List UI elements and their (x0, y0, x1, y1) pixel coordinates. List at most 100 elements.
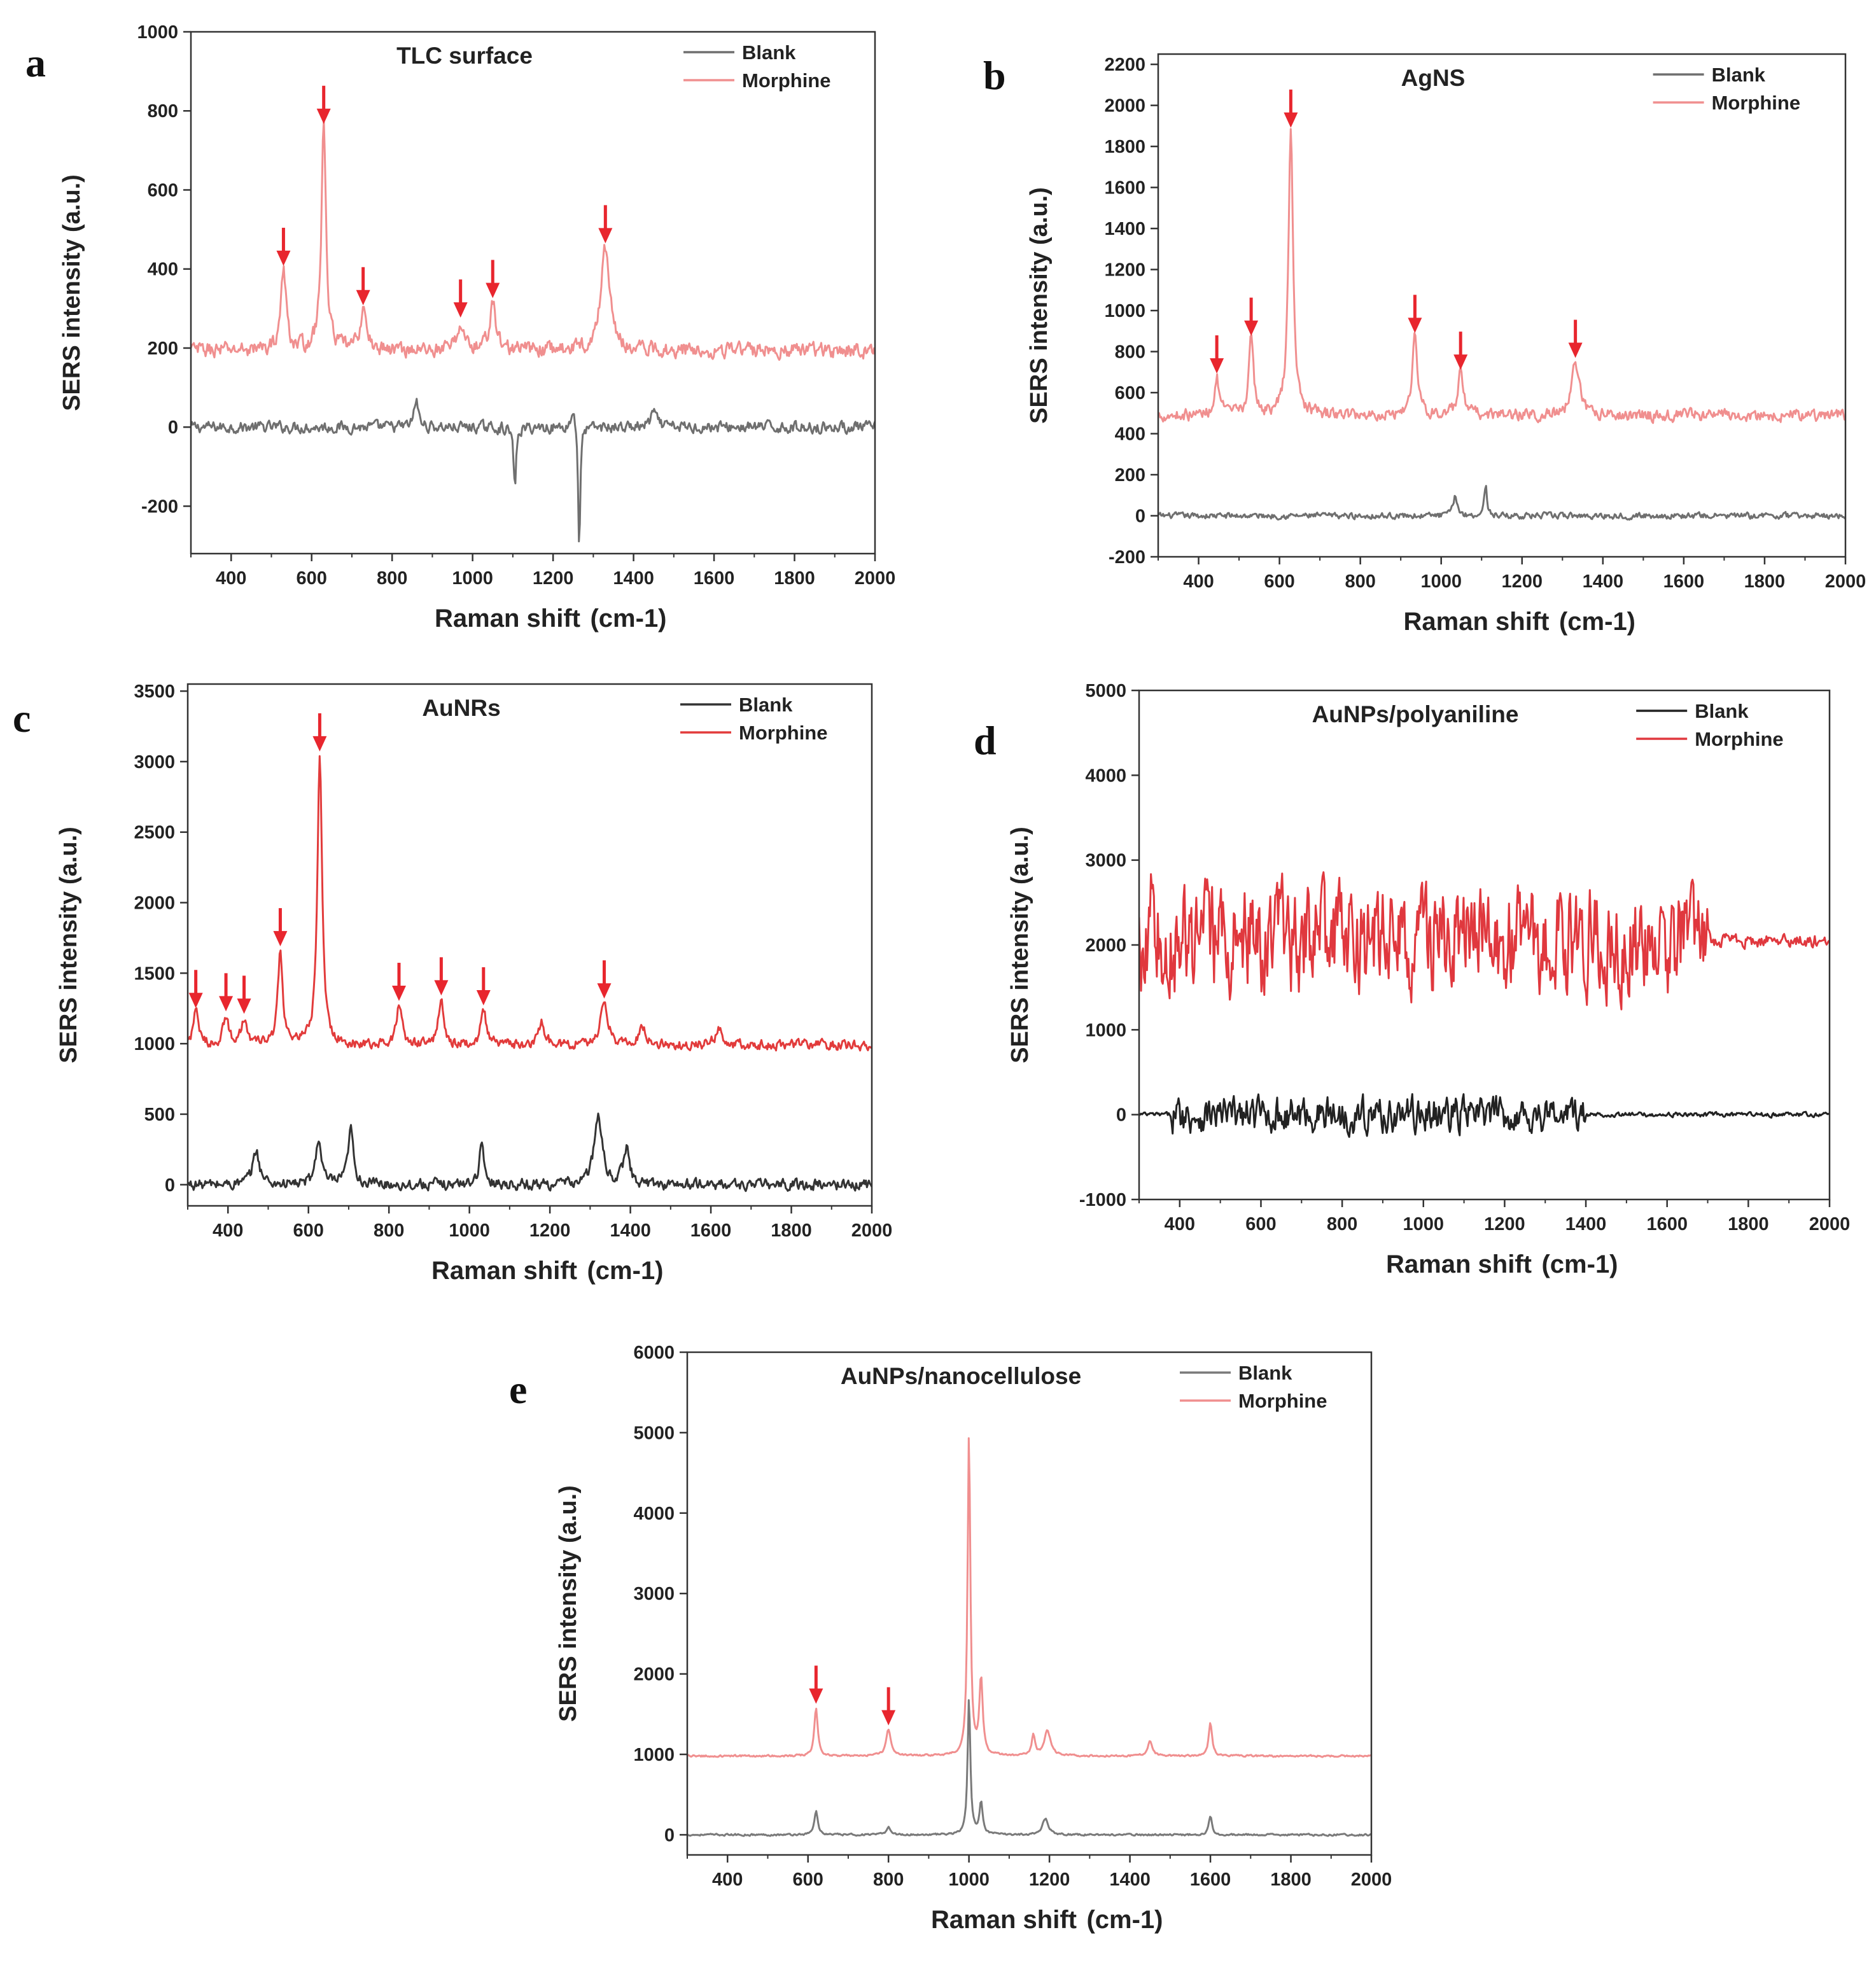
legend-label-blank: Blank (742, 41, 796, 64)
x-tick-label: 800 (1327, 1214, 1357, 1234)
panel-a: a 400 600 800 1000 1200 1400 1600 1800 2000 -200 0 2… (25, 22, 895, 633)
peak-arrow (1284, 89, 1298, 128)
y-axis-label: SERS intensity (a.u.) (555, 1485, 582, 1722)
y-tick-label: 6000 (633, 1343, 675, 1363)
chart-title: TLC surface (396, 43, 533, 69)
peak-arrow-head (1244, 320, 1259, 336)
x-tick-label: 600 (793, 1870, 823, 1890)
legend-label-morphine: Morphine (1238, 1390, 1327, 1412)
legend-label-blank: Blank (1712, 64, 1766, 86)
y-tick-label: 600 (1115, 383, 1145, 403)
series-line-blank (1139, 1093, 1830, 1138)
panel-e: e 400 600 800 1000 1200 1400 1600 1800 2000 0 1000 2… (509, 1343, 1392, 1934)
x-tick-label: 2000 (851, 1220, 893, 1241)
x-tick-label: 1000 (1403, 1214, 1445, 1234)
y-tick-label: 3000 (134, 752, 175, 773)
y-tick-label: 0 (165, 1175, 175, 1196)
peak-arrow-head (312, 736, 327, 752)
x-tick-label: 2000 (1351, 1870, 1392, 1890)
x-tick-label: 800 (374, 1220, 404, 1241)
peak-arrow (434, 957, 449, 996)
peak-arrow-head (316, 108, 331, 124)
y-tick-label: 800 (148, 101, 178, 122)
x-tick-label: 1400 (610, 1220, 651, 1241)
x-tick-label: 1800 (1270, 1870, 1312, 1890)
peak-arrow-head (453, 302, 468, 318)
peak-arrow-head (1284, 112, 1298, 128)
x-axis-label: Raman shift (931, 1906, 1077, 1934)
legend-label-blank: Blank (1695, 700, 1749, 722)
chart-title: AgNS (1401, 65, 1466, 91)
x-tick-label: 1400 (1109, 1870, 1151, 1890)
y-tick-label: 2000 (1085, 935, 1126, 956)
peak-arrow (188, 970, 203, 1009)
y-tick-label: 1400 (1104, 219, 1145, 239)
y-tick-label: 0 (168, 417, 178, 438)
y-tick-label: 3500 (134, 682, 175, 702)
x-tick-label: 1800 (1744, 571, 1786, 592)
panel-b: b 400 600 800 1000 1200 1400 1600 1800 2000 -200 0 2… (983, 53, 1866, 636)
peak-arrow (1568, 319, 1583, 358)
plot-frame (186, 683, 873, 1207)
peak-arrow (453, 279, 468, 318)
x-axis-label: Raman shift (1386, 1250, 1532, 1278)
x-tick-label: 1000 (452, 568, 493, 589)
y-tick-label: 1000 (1104, 301, 1145, 321)
series-line-morphine (1139, 871, 1830, 1010)
y-tick-label: 2000 (1104, 96, 1145, 116)
peak-arrow-head (476, 990, 491, 1006)
peak-arrow-head (1568, 342, 1583, 358)
series-line-morphine (191, 119, 875, 361)
y-tick-label: 1600 (1104, 178, 1145, 199)
legend-label-blank: Blank (739, 694, 793, 716)
peak-arrow (391, 963, 406, 1002)
peak-arrow-head (276, 250, 291, 266)
x-axis-label: Raman shift (1404, 608, 1550, 636)
peak-arrow (1210, 335, 1224, 374)
y-tick-label: 1000 (137, 22, 178, 43)
panel-letter: c (13, 696, 31, 741)
x-tick-label: 1600 (1190, 1870, 1231, 1890)
legend-label-morphine: Morphine (1695, 728, 1784, 750)
legend-label-morphine: Morphine (742, 69, 831, 92)
y-tick-label: 400 (148, 260, 178, 280)
x-tick-label: 1400 (613, 568, 654, 589)
x-axis-unit: (cm-1) (1541, 1250, 1618, 1278)
peak-arrow (356, 267, 370, 305)
y-tick-label: 0 (1116, 1105, 1126, 1126)
peak-arrow (219, 973, 234, 1012)
x-tick-label: 1200 (529, 1220, 571, 1241)
y-tick-label: 2200 (1104, 55, 1145, 75)
y-tick-label: 1500 (134, 963, 175, 984)
x-tick-label: 1400 (1583, 571, 1624, 592)
series-line-blank (687, 1699, 1371, 1837)
peak-arrow (597, 960, 612, 999)
y-tick-label: 800 (1115, 342, 1145, 363)
y-tick-label: 0 (664, 1825, 675, 1845)
peak-arrow (486, 260, 500, 298)
x-tick-label: 600 (297, 568, 327, 589)
x-tick-label: 600 (293, 1220, 324, 1241)
x-tick-label: 1000 (449, 1220, 490, 1241)
series-line-morphine (687, 1437, 1371, 1758)
x-tick-label: 800 (377, 568, 407, 589)
x-tick-label: 1200 (533, 568, 574, 589)
legend-label-morphine: Morphine (739, 722, 828, 744)
x-tick-label: 400 (216, 568, 246, 589)
peak-arrow (273, 908, 288, 947)
series-line-blank (188, 1112, 872, 1192)
peak-arrow (316, 85, 331, 124)
x-tick-label: 2000 (1825, 571, 1866, 592)
y-tick-label: 1800 (1104, 137, 1145, 157)
series-line-blank (191, 398, 875, 543)
peak-arrow-head (356, 290, 370, 305)
y-tick-label: 200 (148, 339, 178, 359)
y-tick-label: 4000 (633, 1504, 675, 1524)
peak-arrow (1453, 332, 1468, 370)
x-tick-label: 1600 (1646, 1214, 1688, 1234)
peak-arrow-head (237, 998, 251, 1014)
x-tick-label: 1400 (1565, 1214, 1607, 1234)
y-tick-label: -200 (1109, 547, 1145, 568)
plot-frame (190, 31, 876, 555)
